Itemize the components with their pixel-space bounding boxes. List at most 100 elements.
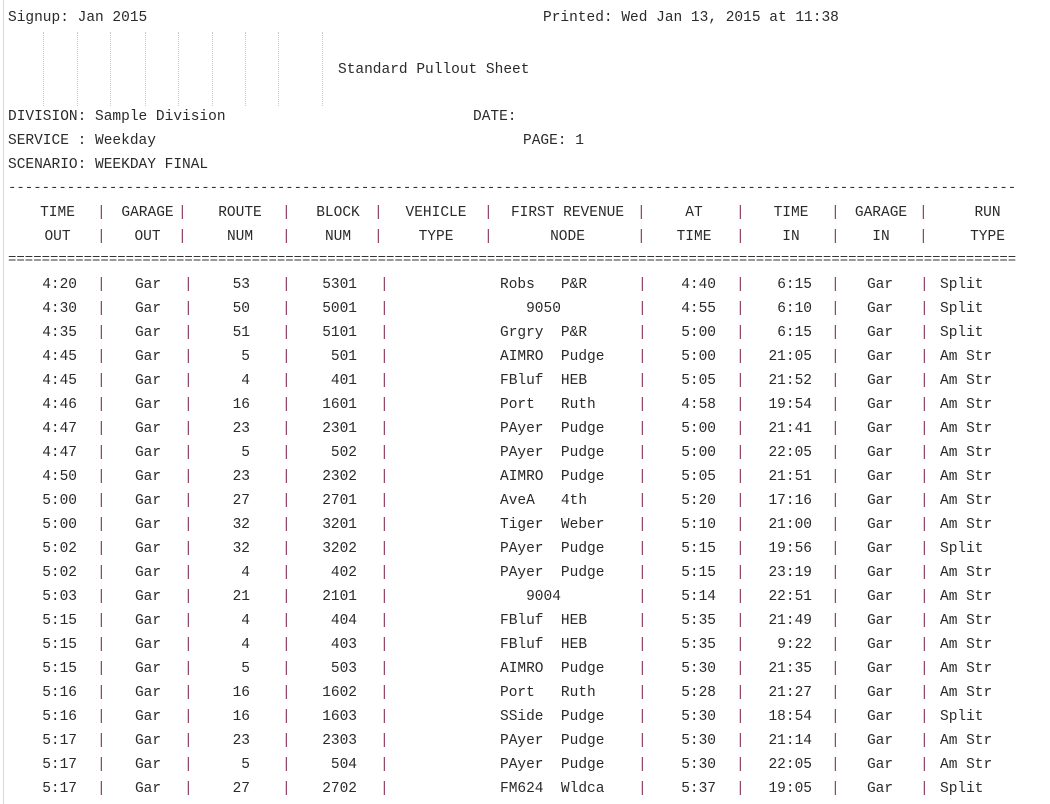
cell-block-num: 2302	[322, 469, 357, 485]
cell-first-revenue-node: Tiger Weber	[500, 517, 605, 533]
cell-garage-out: Gar	[134, 637, 162, 653]
cell-time-out: 5:02	[42, 541, 77, 557]
column-header-garage-out: GARAGE	[121, 205, 174, 221]
cell-first-revenue-node: PAyer Pudge	[500, 541, 605, 557]
cell-garage-out: Gar	[134, 757, 162, 773]
column-separator: |	[282, 757, 291, 773]
column-separator: |	[831, 373, 840, 389]
cell-run-type: Split	[940, 277, 984, 293]
service-label: SERVICE : Weekday	[8, 133, 156, 149]
column-header-time-out-line2: OUT	[44, 229, 71, 245]
column-separator: |	[736, 517, 745, 533]
cell-garage-out: Gar	[134, 493, 162, 509]
column-header-vehicle-type: VEHICLE	[405, 205, 467, 221]
column-separator: |	[380, 421, 389, 437]
cell-time-out: 5:16	[42, 685, 77, 701]
column-separator: |	[831, 397, 840, 413]
cell-time-in: 21:49	[768, 613, 812, 629]
column-separator: |	[380, 397, 389, 413]
column-separator: |	[97, 733, 106, 749]
column-separator: |	[638, 445, 647, 461]
column-separator: |	[920, 781, 929, 797]
cell-time-out: 5:15	[42, 637, 77, 653]
cell-run-type: Split	[940, 301, 984, 317]
cell-garage-in: Gar	[866, 757, 894, 773]
column-header-time-out: TIME	[40, 205, 75, 221]
cell-route-num: 4	[241, 613, 250, 629]
cell-block-num: 504	[330, 757, 357, 773]
column-separator: |	[831, 517, 840, 533]
cell-at-time: 4:58	[681, 397, 716, 413]
date-label: DATE:	[473, 109, 517, 125]
cell-first-revenue-node: AIMRO Pudge	[500, 661, 605, 677]
column-separator: |	[638, 421, 647, 437]
cell-run-type: Am Str	[940, 397, 993, 413]
column-separator: |	[97, 613, 106, 629]
cell-time-in: 19:54	[768, 397, 812, 413]
column-separator: |	[831, 613, 840, 629]
cell-run-type: Am Str	[940, 613, 993, 629]
cell-garage-in: Gar	[866, 709, 894, 725]
cell-block-num: 2101	[322, 589, 357, 605]
cell-garage-in: Gar	[866, 541, 894, 557]
column-separator: |	[380, 373, 389, 389]
cell-block-num: 404	[330, 613, 357, 629]
column-separator: |	[736, 685, 745, 701]
cell-route-num: 32	[232, 517, 250, 533]
cell-route-num: 4	[241, 373, 250, 389]
cell-garage-in: Gar	[866, 781, 894, 797]
column-separator: |	[380, 445, 389, 461]
column-separator: |	[736, 541, 745, 557]
report-title: Standard Pullout Sheet	[338, 62, 530, 78]
column-separator: |	[184, 637, 193, 653]
cell-time-in: 21:41	[768, 421, 812, 437]
cell-route-num: 21	[232, 589, 250, 605]
cell-garage-out: Gar	[134, 661, 162, 677]
column-separator: |	[97, 349, 106, 365]
cell-at-time: 5:30	[681, 757, 716, 773]
cell-at-time: 5:30	[681, 733, 716, 749]
column-separator: |	[638, 373, 647, 389]
cell-run-type: Am Str	[940, 469, 993, 485]
cell-run-type: Am Str	[940, 661, 993, 677]
column-separator: |	[97, 373, 106, 389]
cell-time-out: 5:00	[42, 493, 77, 509]
column-separator: |	[831, 541, 840, 557]
cell-garage-out: Gar	[134, 733, 162, 749]
column-separator: |	[184, 565, 193, 581]
column-separator: |	[638, 613, 647, 629]
cell-route-num: 23	[232, 469, 250, 485]
column-separator: |	[282, 301, 291, 317]
column-separator: |	[736, 373, 745, 389]
column-separator: |	[282, 781, 291, 797]
column-separator: |	[637, 229, 646, 245]
cell-at-time: 5:10	[681, 517, 716, 533]
column-separator: |	[97, 229, 106, 245]
column-separator: |	[282, 397, 291, 413]
cell-run-type: Split	[940, 781, 984, 797]
column-separator: |	[374, 229, 383, 245]
page-left-border	[3, 0, 4, 804]
cell-time-out: 4:47	[42, 421, 77, 437]
cell-garage-in: Gar	[866, 301, 894, 317]
column-separator: |	[184, 469, 193, 485]
cell-garage-in: Gar	[866, 325, 894, 341]
column-separator: |	[736, 421, 745, 437]
cell-time-in: 21:52	[768, 373, 812, 389]
cell-garage-out: Gar	[134, 421, 162, 437]
cell-first-revenue-node: FBluf HEB	[500, 613, 588, 629]
cell-time-out: 5:17	[42, 781, 77, 797]
cell-block-num: 402	[330, 565, 357, 581]
cell-block-num: 3201	[322, 517, 357, 533]
column-separator: |	[282, 493, 291, 509]
cell-time-out: 4:45	[42, 349, 77, 365]
cell-at-time: 5:00	[681, 445, 716, 461]
column-separator: |	[380, 685, 389, 701]
column-separator: |	[97, 325, 106, 341]
cell-time-out: 4:30	[42, 301, 77, 317]
cell-at-time: 5:00	[681, 325, 716, 341]
column-separator: |	[282, 325, 291, 341]
column-separator: |	[184, 781, 193, 797]
cell-garage-in: Gar	[866, 277, 894, 293]
column-separator: |	[920, 445, 929, 461]
